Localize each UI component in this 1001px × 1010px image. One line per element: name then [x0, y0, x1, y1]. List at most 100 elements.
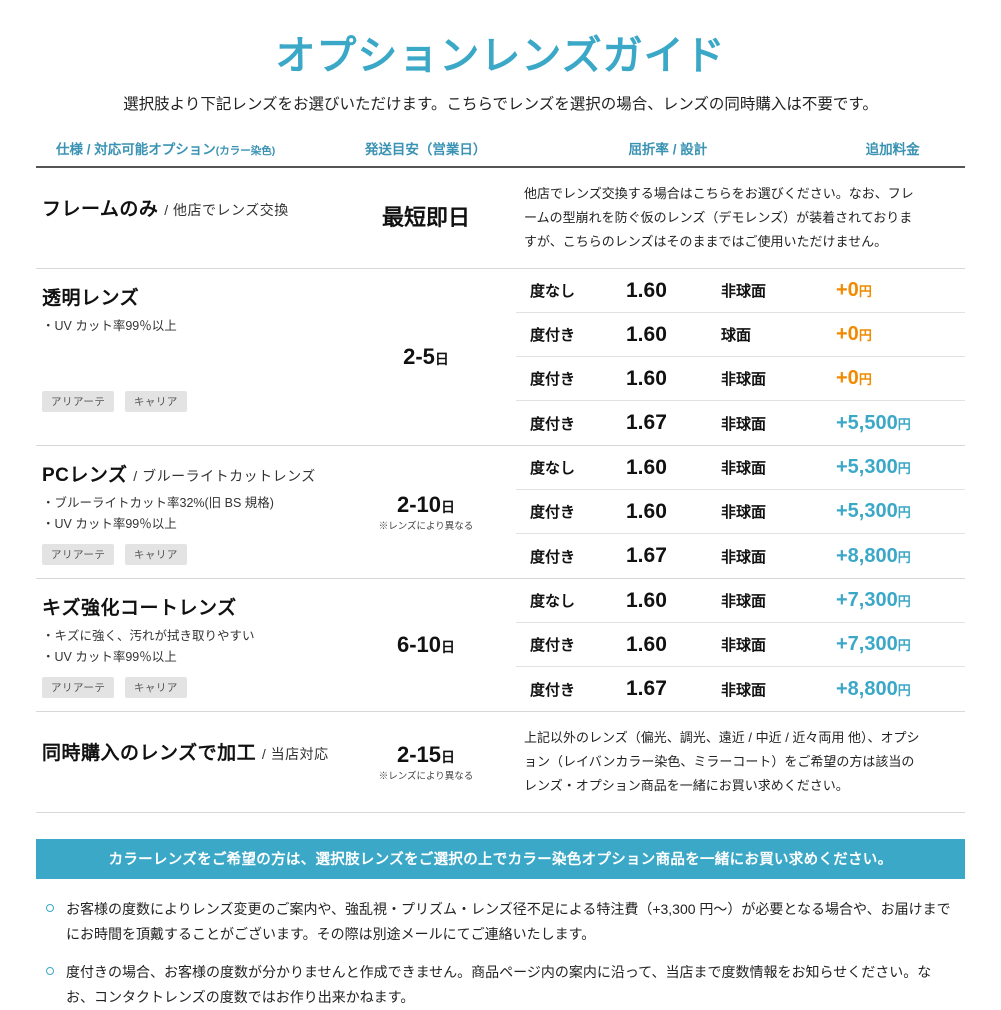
product-feature: ・UV カット率99％以上: [42, 319, 177, 334]
spec-index: 1.60: [626, 588, 667, 612]
spec-price: +7,300円: [836, 633, 911, 656]
page-subtitle: 選択肢より下記レンズをお選びいただけます。こちらでレンズを選択の場合、レンズの同…: [123, 96, 878, 113]
column-header-index: 屈折率 / 設計: [628, 142, 708, 157]
spec-index: 1.60: [626, 366, 667, 390]
column-header-shipping: 発送目安（営業日）: [364, 142, 487, 157]
bullet-circle-icon: [46, 967, 54, 976]
spec-design: 非球面: [721, 593, 767, 611]
column-header-spec: 仕様 / 対応可能オプション(カラー染色): [56, 142, 276, 157]
spec-index: 1.67: [626, 677, 667, 701]
row-spec-cell: キズ強化コートレンズ ・キズに強く、汚れが拭き取りやすい ・UV カット率99％…: [36, 579, 336, 711]
note-text: お客様の度数によりレンズ変更のご案内や、強乱視・プリズム・レンズ径不足による特注…: [66, 901, 951, 943]
spec-design: 非球面: [721, 415, 767, 433]
spec-degree: 度付き: [530, 371, 576, 389]
spec-degree: 度なし: [530, 460, 576, 478]
spec-row: 度付き 1.60 非球面 +5,300円: [516, 490, 965, 535]
row-shipping-cell: 2-10日 ※レンズにより異なる: [336, 446, 516, 578]
table-row: 同時購入のレンズで加工 / 当店対応 2-15日 ※レンズにより異なる 上記以外…: [36, 712, 965, 812]
product-tags: アリアーテ キャリア: [42, 390, 330, 412]
table-row: PCレンズ / ブルーライトカットレンズ ・ブルーライトカット率32%(旧 BS…: [36, 446, 965, 578]
shipping-value: 2-15日 ※レンズにより異なる: [378, 741, 474, 783]
row-spec-cell: 透明レンズ ・UV カット率99％以上 アリアーテ キャリア: [36, 269, 336, 445]
row-note-text: 上記以外のレンズ（偏光、調光、遠近 / 中近 / 近々両用 他）、オプション（レ…: [524, 730, 920, 794]
shipping-value: 6-10日: [396, 631, 456, 657]
spec-price: +8,800円: [836, 544, 911, 567]
notes-list: お客様の度数によりレンズ変更のご案内や、強乱視・プリズム・レンズ径不足による特注…: [36, 897, 965, 1010]
table-row: フレームのみ / 他店でレンズ交換 最短即日 他店でレンズ交換する場合はこちらを…: [36, 168, 965, 268]
product-feature: ・UV カット率99％以上: [42, 516, 177, 531]
bullet-circle-icon: [46, 904, 54, 913]
tag-color-dye: アリアーテ: [42, 676, 115, 698]
product-name: PCレンズ / ブルーライトカットレンズ: [42, 465, 316, 487]
spec-index: 1.60: [626, 632, 667, 656]
spec-index: 1.67: [626, 411, 667, 435]
spec-degree: 度なし: [530, 593, 576, 611]
spec-degree: 度なし: [530, 283, 576, 301]
shipping-value: 最短即日: [381, 204, 470, 230]
table-row: 透明レンズ ・UV カット率99％以上 アリアーテ キャリア 2-5日 度なし …: [36, 269, 965, 445]
spec-degree: 度付き: [530, 548, 576, 566]
shipping-note: ※レンズにより異なる: [378, 771, 474, 783]
tag-carrier: キャリア: [124, 543, 187, 565]
spec-index: 1.67: [626, 544, 667, 568]
tag-carrier: キャリア: [124, 676, 187, 698]
spec-degree: 度付き: [530, 504, 576, 522]
product-name: 同時購入のレンズで加工 / 当店対応: [42, 743, 329, 765]
row-spec-cell: 同時購入のレンズで加工 / 当店対応: [36, 712, 336, 812]
product-tags: アリアーテ キャリア: [42, 676, 330, 698]
spec-price: +5,300円: [836, 500, 911, 523]
product-name-sub: / ブルーライトカットレンズ: [133, 468, 316, 485]
spec-row: 度付き 1.67 非球面 +8,800円: [516, 667, 965, 711]
table-column-headers: 仕様 / 対応可能オプション(カラー染色) 発送目安（営業日） 屈折率 / 設計…: [36, 138, 965, 166]
product-feature: ・キズに強く、汚れが拭き取りやすい: [42, 629, 255, 644]
row-shipping-cell: 最短即日: [336, 168, 516, 268]
row-divider: [36, 445, 965, 447]
color-lens-banner: カラーレンズをご希望の方は、選択肢レンズをご選択の上でカラー染色オプション商品を…: [36, 839, 965, 880]
spec-row: 度なし 1.60 非球面 +7,300円: [516, 579, 965, 624]
table-bottom-rule: [36, 812, 965, 814]
product-name: 透明レンズ: [42, 288, 140, 310]
product-name-sub: / 当店対応: [261, 746, 329, 763]
spec-design: 非球面: [721, 637, 767, 655]
note-text: 度付きの場合、お客様の度数が分かりませんと作成できません。商品ページ内の案内に沿…: [66, 964, 932, 1005]
row-divider: [36, 268, 965, 270]
row-divider: [36, 578, 965, 580]
spec-index: 1.60: [626, 499, 667, 523]
row-spec-cell: PCレンズ / ブルーライトカットレンズ ・ブルーライトカット率32%(旧 BS…: [36, 446, 336, 578]
table-top-rule: [36, 166, 965, 168]
spec-design: 非球面: [721, 548, 767, 566]
row-spec-list: 度なし 1.60 非球面 +7,300円 度付き 1.60 非球面 +7,300…: [516, 579, 965, 711]
list-item: お客様の度数によりレンズ変更のご案内や、強乱視・プリズム・レンズ径不足による特注…: [46, 897, 955, 947]
spec-price: +5,300円: [836, 456, 911, 479]
row-spec-cell: フレームのみ / 他店でレンズ交換: [36, 168, 336, 268]
spec-row: 度付き 1.60 球面 +0円: [516, 313, 965, 358]
spec-price: +0円: [836, 367, 872, 390]
spec-design: 非球面: [721, 460, 767, 478]
tag-color-dye: アリアーテ: [42, 390, 115, 412]
spec-degree: 度付き: [530, 681, 576, 699]
product-name-sub: / 他店でレンズ交換: [164, 202, 289, 218]
spec-row: 度なし 1.60 非球面 +5,300円: [516, 446, 965, 491]
product-name: キズ強化コートレンズ: [42, 598, 237, 620]
spec-price: +8,800円: [836, 677, 911, 700]
product-name: フレームのみ / 他店でレンズ交換: [42, 199, 289, 220]
row-shipping-cell: 2-15日 ※レンズにより異なる: [336, 712, 516, 812]
spec-index: 1.60: [626, 278, 667, 302]
spec-price: +7,300円: [836, 589, 911, 612]
table-row: キズ強化コートレンズ ・キズに強く、汚れが拭き取りやすい ・UV カット率99％…: [36, 579, 965, 711]
tag-color-dye: アリアーテ: [42, 543, 115, 565]
spec-degree: 度付き: [530, 327, 576, 345]
row-note-cell: 他店でレンズ交換する場合はこちらをお選びください。なお、フレームの型崩れを防ぐ仮…: [516, 168, 965, 268]
column-header-price: 追加料金: [865, 142, 920, 157]
spec-row: 度付き 1.60 非球面 +0円: [516, 357, 965, 402]
row-note-text: 他店でレンズ交換する場合はこちらをお選びください。なお、フレームの型崩れを防ぐ仮…: [524, 186, 914, 250]
spec-design: 非球面: [721, 681, 767, 699]
row-shipping-cell: 6-10日: [336, 579, 516, 711]
spec-row: 度付き 1.67 非球面 +8,800円: [516, 534, 965, 578]
spec-degree: 度付き: [530, 415, 576, 433]
page-title: オプションレンズガイド: [275, 34, 726, 78]
product-tags: アリアーテ キャリア: [42, 543, 330, 565]
spec-price: +0円: [836, 323, 872, 346]
spec-design: 非球面: [721, 371, 767, 389]
